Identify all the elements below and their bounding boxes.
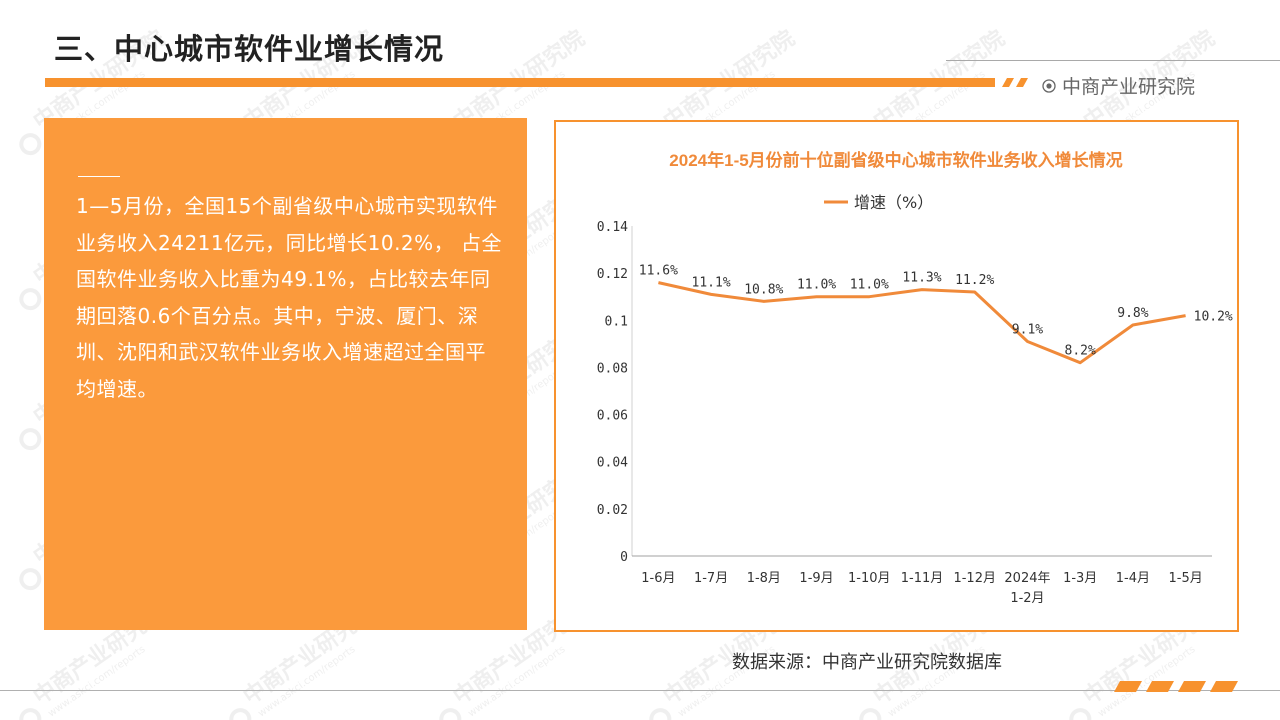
x-tick-label: 1-10月 xyxy=(848,571,891,586)
chart-frame: 2024年1-5月份前十位副省级中心城市软件业务收入增长情况 增速（%） 0 0.… xyxy=(554,120,1239,632)
data-label-layer: 11.6% 11.1% 10.8% 11.0% 11.0% 11.3% 11.2% 9.1% 8… xyxy=(639,264,1233,359)
svg-text:www.askci.com/reports: www.askci.com/reports xyxy=(256,644,357,719)
data-label: 11.1% xyxy=(692,275,731,290)
x-tick-label: 1-7月 xyxy=(694,571,728,586)
x-tick-label: 1-12月 xyxy=(953,571,996,586)
y-tick-label: 0.06 xyxy=(597,409,628,424)
y-tick-label: 0.14 xyxy=(597,220,628,235)
x-tick-label: 1-9月 xyxy=(799,571,833,586)
chart-title: 2024年1-5月份前十位副省级中心城市软件业务收入增长情况 xyxy=(669,150,1122,170)
data-label: 11.3% xyxy=(902,271,941,286)
y-tick-label: 0.04 xyxy=(597,456,628,471)
data-label: 10.8% xyxy=(744,282,783,297)
y-tick-label: 0.1 xyxy=(605,314,628,329)
growth-line-chart: 2024年1-5月份前十位副省级中心城市软件业务收入增长情况 增速（%） 0 0.… xyxy=(597,150,1233,606)
summary-divider xyxy=(78,176,120,177)
legend-label: 增速（%） xyxy=(854,193,933,212)
x-tick-label: 2024年 1-2月 xyxy=(1004,571,1050,606)
y-axis: 0 0.02 0.04 0.06 0.08 0.1 0.12 0.14 xyxy=(597,220,633,565)
brand-logo: 中商产业研究院 xyxy=(1042,72,1195,99)
data-label: 9.1% xyxy=(1012,323,1043,338)
data-label: 11.0% xyxy=(850,278,889,293)
x-tick-label: 1-8月 xyxy=(747,571,781,586)
page-title: 三、中心城市软件业增长情况 xyxy=(54,32,445,66)
target-circle-icon xyxy=(1042,78,1056,93)
data-label: 11.2% xyxy=(955,273,994,288)
data-label: 10.2% xyxy=(1194,310,1233,325)
y-tick-label: 0.12 xyxy=(597,267,628,282)
brand-name: 中商产业研究院 xyxy=(1062,76,1196,98)
x-tick-label: 1-3月 xyxy=(1063,571,1097,586)
x-tick-label: 1-5月 xyxy=(1169,571,1203,586)
header-divider-line xyxy=(946,60,1280,61)
series-line xyxy=(658,281,1186,365)
y-tick-label: 0.02 xyxy=(597,503,628,518)
header-slash-decoration xyxy=(1002,78,1028,87)
y-tick-label: 0 xyxy=(620,550,628,565)
data-label: 11.0% xyxy=(797,278,836,293)
title-underline-bar xyxy=(45,78,995,87)
data-source: 数据来源：中商产业研究院数据库 xyxy=(732,652,1002,673)
summary-panel: 1—5月份，全国15个副省级中心城市实现软件业务收入24211亿元，同比增长10… xyxy=(44,118,527,630)
summary-text: 1—5月份，全国15个副省级中心城市实现软件业务收入24211亿元，同比增长10… xyxy=(76,194,503,401)
footer-slash-decoration xyxy=(1114,681,1238,692)
x-axis: 1-6月 1-7月 1-8月 1-9月 1-10月 1-11月 1-12月 2024年 1-2月… xyxy=(632,555,1212,606)
x-tick-label: 1-6月 xyxy=(641,571,675,586)
series-layer xyxy=(658,281,1186,365)
svg-text:www.askci.com/reports: www.askci.com/reports xyxy=(46,644,147,719)
svg-text:www.askci.com/reports: www.askci.com/reports xyxy=(466,644,567,719)
data-label: 9.8% xyxy=(1117,306,1148,321)
data-label: 11.6% xyxy=(639,264,678,279)
x-tick-label: 1-4月 xyxy=(1116,571,1150,586)
x-tick-label: 1-11月 xyxy=(901,571,944,586)
footer-divider-line xyxy=(0,690,1280,691)
y-tick-label: 0.08 xyxy=(597,361,628,376)
data-label: 8.2% xyxy=(1065,344,1096,359)
